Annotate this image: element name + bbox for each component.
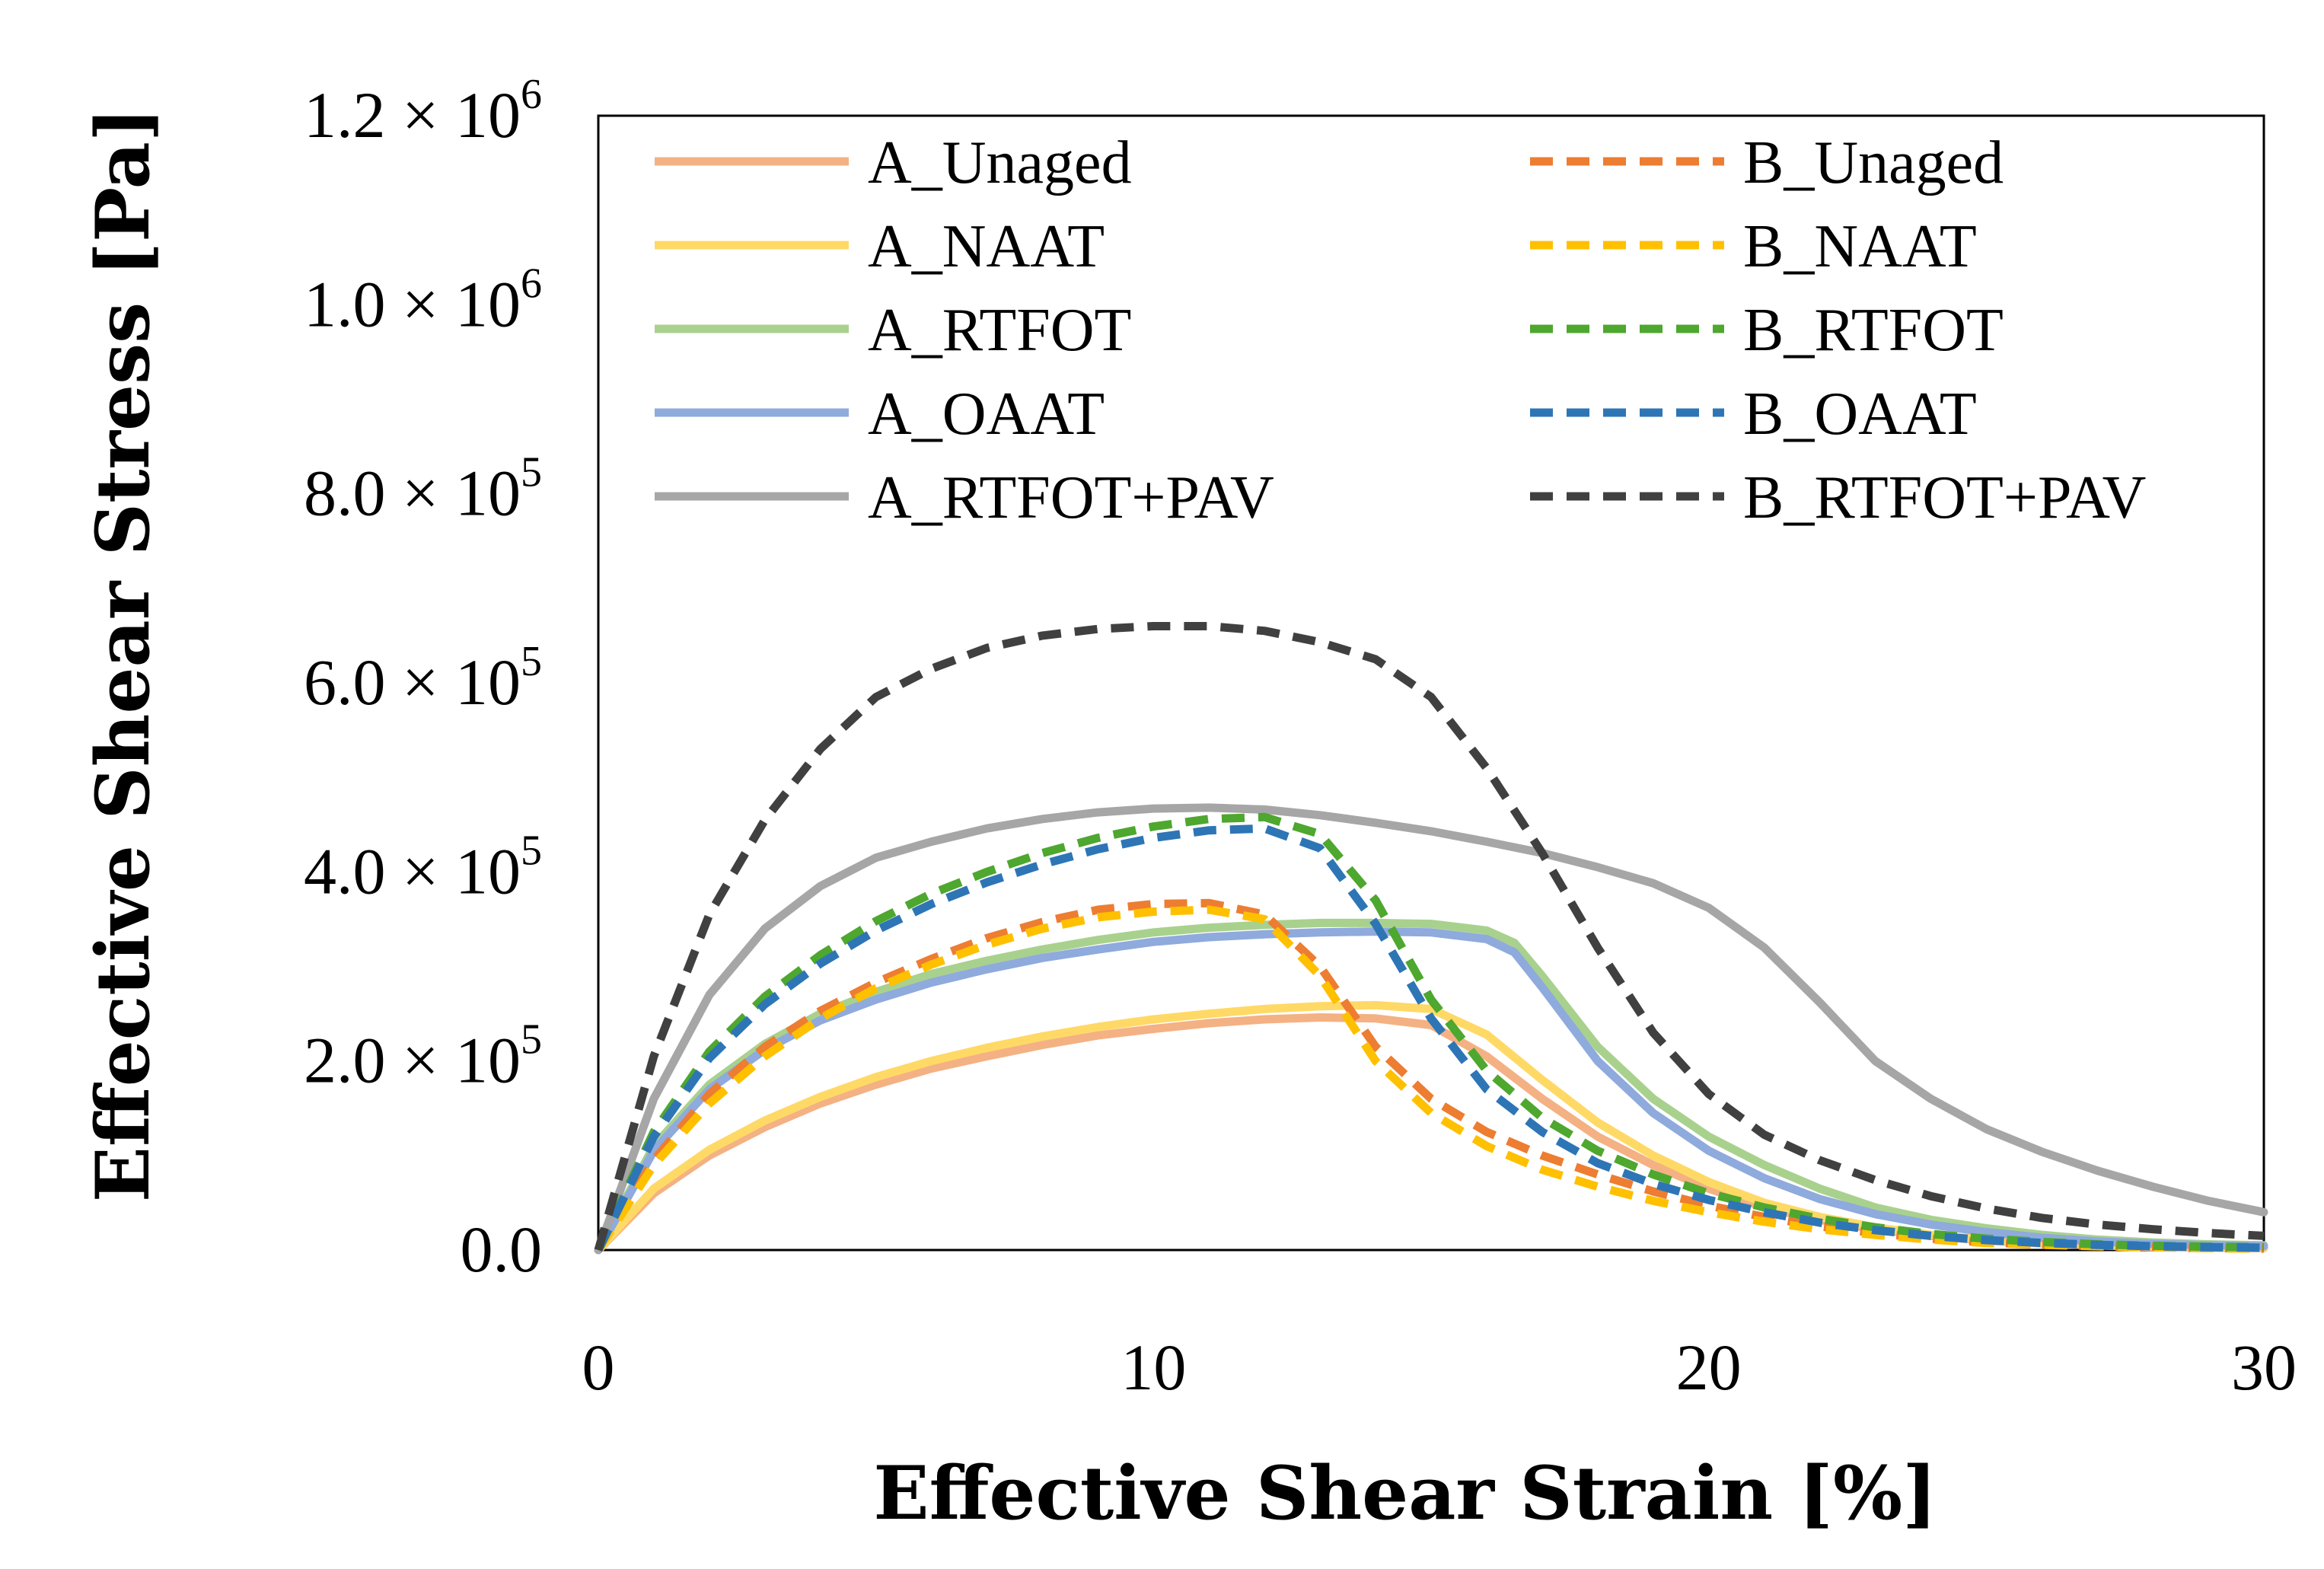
y-tick-label: 0.0: [461, 1213, 543, 1286]
y-tick-label: 2.0 × 105: [304, 1016, 542, 1097]
series-line-b-oaat: [595, 824, 2265, 1252]
series-layer: [594, 622, 2268, 1255]
series-line-b-naat: [595, 905, 2265, 1253]
legend-label: B_NAAT: [1743, 213, 1977, 280]
y-tick-label: 6.0 × 105: [304, 638, 542, 719]
y-tick-label: 4.0 × 105: [304, 827, 542, 907]
series-line-a-oaat: [594, 927, 2268, 1255]
x-tick-label: 10: [1121, 1331, 1186, 1404]
series-line-b-rtfot: [595, 812, 2265, 1252]
legend-label: B_Unaged: [1743, 129, 2004, 196]
legend-label: A_RTFOT+PAV: [868, 464, 1274, 531]
legend-label: B_RTFOT: [1743, 297, 2004, 364]
x-tick-label: 0: [582, 1331, 615, 1404]
y-tick-labels: 0.0 2.0 × 105 4.0 × 105 6.0 × 105 8.0 × 105 1…: [304, 71, 542, 1286]
x-tick-labels: 0 10 20 30: [582, 1331, 2297, 1404]
x-tick-label: 30: [2231, 1331, 2297, 1404]
series-line-b-rtfot-pav: [594, 622, 2265, 1252]
legend-label: A_RTFOT: [868, 297, 1131, 364]
series-line-a-rtfot-pav: [594, 803, 2268, 1255]
x-axis-title: Effective Shear Strain [%]: [873, 1450, 1937, 1536]
legend-label: A_NAAT: [868, 213, 1105, 280]
legend-label: A_Unaged: [868, 129, 1132, 196]
y-tick-label: 1.0 × 106: [304, 260, 542, 340]
y-tick-label: 1.2 × 106: [304, 71, 542, 151]
legend-label: A_OAAT: [868, 381, 1105, 448]
series-line-b-unaged: [595, 898, 2265, 1253]
plot-frame: [597, 114, 2265, 1252]
y-axis-title: Effective Shear Stress [Pa]: [80, 107, 166, 1203]
legend: A_Unaged A_NAAT A_RTFOT A_OAAT A_RTFOT+PAV B_…: [655, 129, 2146, 531]
y-tick-label: 8.0 × 105: [304, 449, 542, 530]
legend-label: B_RTFOT+PAV: [1743, 464, 2146, 531]
x-tick-label: 20: [1676, 1331, 1742, 1404]
legend-label: B_OAAT: [1743, 381, 1977, 448]
